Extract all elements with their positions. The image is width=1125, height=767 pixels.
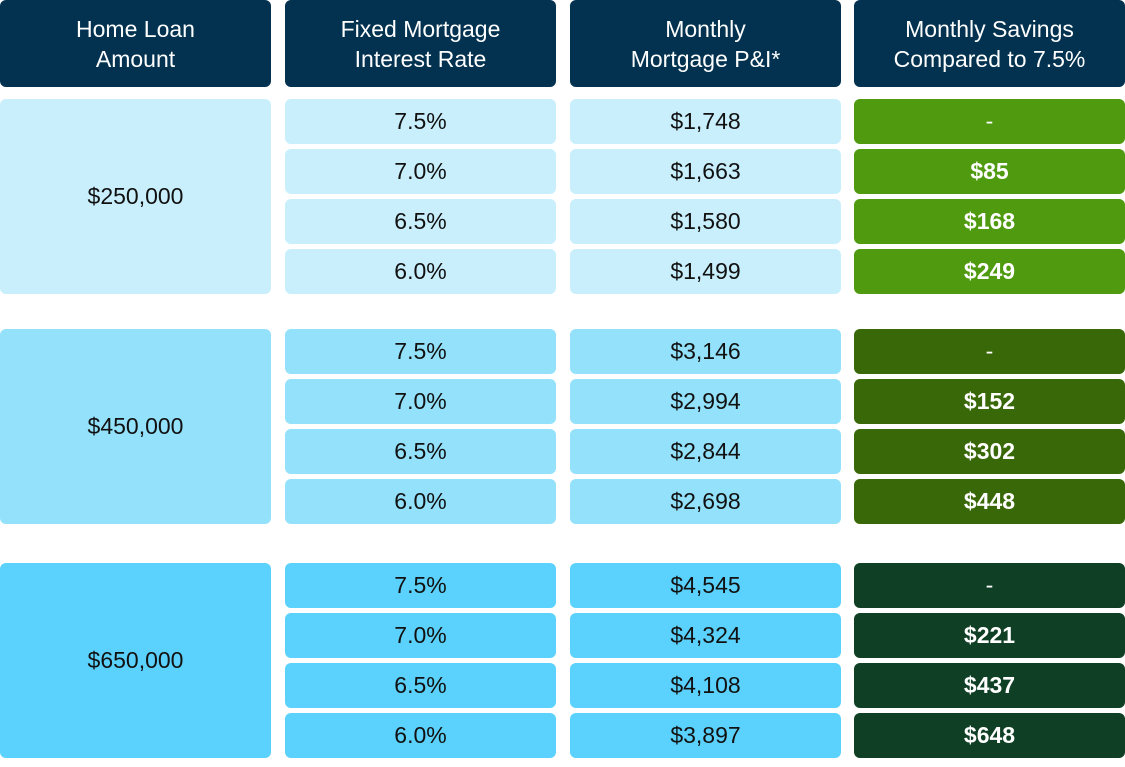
rate-text: 6.0%	[394, 722, 447, 748]
rate-cell: 6.5%	[285, 199, 556, 244]
header-cell: Home Loan Amount	[0, 0, 271, 87]
payment-text: $1,663	[670, 158, 741, 184]
payment-cell: $1,580	[570, 199, 841, 244]
rate-cell: 7.0%	[285, 379, 556, 424]
rate-text: 7.5%	[394, 108, 447, 134]
savings-cell: -	[854, 329, 1125, 374]
savings-text: $648	[963, 722, 1016, 748]
amount-text: $450,000	[87, 413, 184, 439]
header-text: Monthly	[665, 15, 746, 42]
savings-text: $85	[970, 158, 1009, 184]
payment-cell: $3,897	[570, 713, 841, 758]
loan-amount: $650,000	[0, 563, 271, 758]
rate-text: 7.0%	[394, 622, 447, 648]
rate-text: 7.5%	[394, 572, 447, 598]
payment-text: $1,499	[670, 258, 741, 284]
savings-text: $152	[963, 388, 1016, 414]
payment-cell: $1,663	[570, 149, 841, 194]
header-text: Fixed Mortgage	[340, 15, 501, 42]
savings-cell: $648	[854, 713, 1125, 758]
savings-cell: $221	[854, 613, 1125, 658]
loan-amount: $250,000	[0, 99, 271, 294]
savings-cell: -	[854, 563, 1125, 608]
rate-text: 7.0%	[394, 388, 447, 414]
payment-cell: $3,146	[570, 329, 841, 374]
payment-text: $2,698	[670, 488, 741, 514]
payment-cell: $4,545	[570, 563, 841, 608]
header-text: Compared to 7.5%	[893, 45, 1086, 72]
payment-text: $1,580	[670, 208, 741, 234]
savings-cell: $249	[854, 249, 1125, 294]
rate-cell: 6.0%	[285, 249, 556, 294]
savings-cell: $302	[854, 429, 1125, 474]
savings-text: $448	[963, 488, 1016, 514]
savings-text: $302	[963, 438, 1016, 464]
savings-cell: -	[854, 99, 1125, 144]
rate-text: 7.0%	[394, 158, 447, 184]
savings-text: $168	[963, 208, 1016, 234]
rate-text: 6.0%	[394, 488, 447, 514]
rate-cell: 6.0%	[285, 479, 556, 524]
payment-text: $3,897	[670, 722, 741, 748]
payment-text: $2,844	[670, 438, 741, 464]
header-text: Home Loan	[76, 15, 195, 42]
rate-cell: 6.5%	[285, 429, 556, 474]
header-text: Interest Rate	[354, 45, 487, 72]
savings-cell: $85	[854, 149, 1125, 194]
rate-text: 6.5%	[394, 208, 447, 234]
rate-cell: 7.0%	[285, 613, 556, 658]
header-cell: Monthly Savings Compared to 7.5%	[854, 0, 1125, 87]
rate-cell: 7.5%	[285, 329, 556, 374]
payment-cell: $1,499	[570, 249, 841, 294]
payment-text: $4,324	[670, 622, 741, 648]
header-text: Amount	[95, 45, 176, 72]
savings-cell: $448	[854, 479, 1125, 524]
rate-cell: 7.5%	[285, 99, 556, 144]
payment-text: $2,994	[670, 388, 741, 414]
payment-text: $4,108	[670, 672, 741, 698]
header-text: Mortgage P&I*	[630, 45, 781, 72]
savings-cell: $437	[854, 663, 1125, 708]
payment-text: $4,545	[670, 572, 741, 598]
payment-cell: $2,994	[570, 379, 841, 424]
savings-text: $249	[963, 258, 1016, 284]
savings-text: $437	[963, 672, 1016, 698]
header-cell: Fixed Mortgage Interest Rate	[285, 0, 556, 87]
rate-cell: 6.0%	[285, 713, 556, 758]
payment-cell: $4,324	[570, 613, 841, 658]
rate-text: 6.0%	[394, 258, 447, 284]
rate-text: 6.5%	[394, 438, 447, 464]
amount-text: $650,000	[87, 647, 184, 673]
payment-cell: $2,844	[570, 429, 841, 474]
rate-cell: 6.5%	[285, 663, 556, 708]
savings-cell: $152	[854, 379, 1125, 424]
savings-text: -	[985, 572, 994, 598]
payment-text: $1,748	[670, 108, 741, 134]
savings-text: $221	[963, 622, 1016, 648]
rate-cell: 7.5%	[285, 563, 556, 608]
rate-cell: 7.0%	[285, 149, 556, 194]
loan-amount: $450,000	[0, 329, 271, 524]
savings-text: -	[985, 108, 994, 134]
amount-text: $250,000	[87, 183, 184, 209]
rate-text: 6.5%	[394, 672, 447, 698]
header-text: Monthly Savings	[905, 15, 1074, 42]
payment-cell: $4,108	[570, 663, 841, 708]
payment-text: $3,146	[670, 338, 741, 364]
header-cell: Monthly Mortgage P&I*	[570, 0, 841, 87]
rate-text: 7.5%	[394, 338, 447, 364]
payment-cell: $2,698	[570, 479, 841, 524]
payment-cell: $1,748	[570, 99, 841, 144]
savings-cell: $168	[854, 199, 1125, 244]
savings-text: -	[985, 338, 994, 364]
